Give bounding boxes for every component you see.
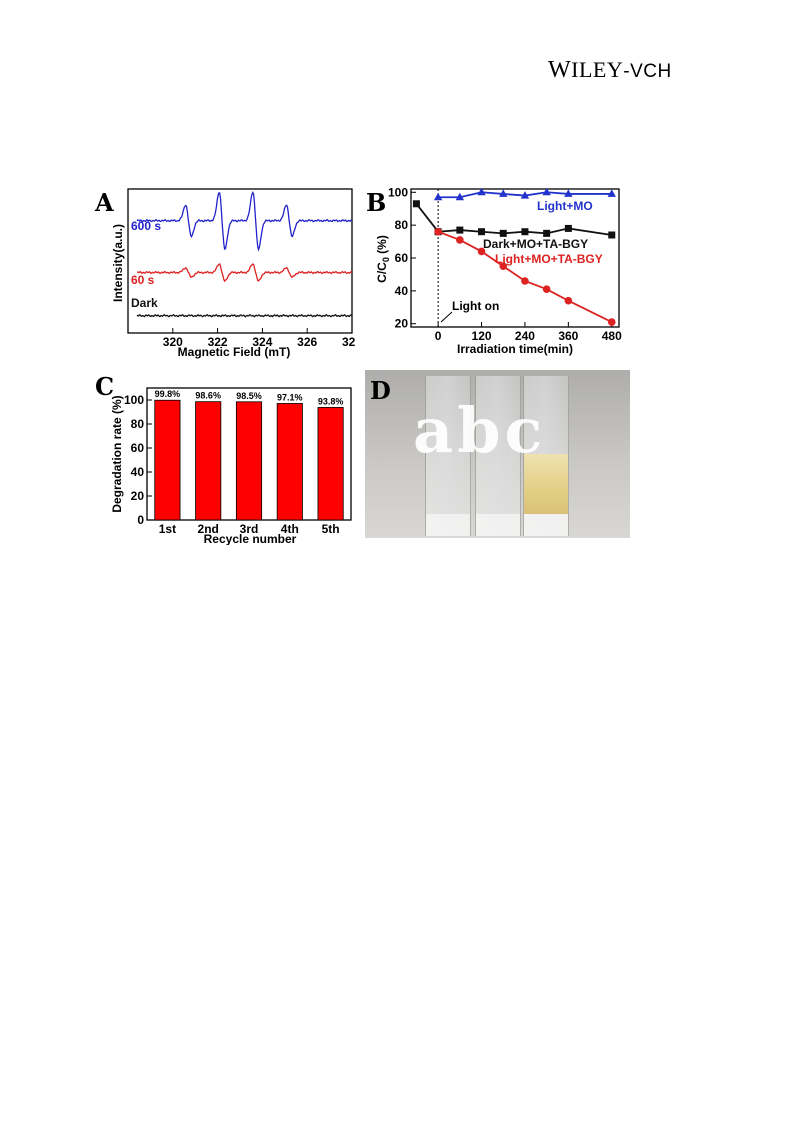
panel-c-ytick-label: 40 — [131, 465, 145, 479]
panel-a-ylabel: Intensity(a.u.) — [111, 224, 125, 302]
panel-c-ytick-label: 0 — [137, 513, 144, 527]
panel-c-xlabel: Recycle number — [204, 532, 297, 545]
panel-d-cuvette-photo: abc — [365, 370, 630, 538]
panel-c-label: C — [95, 372, 115, 401]
data-point-triangle — [499, 189, 508, 197]
logo-iley: ILEY — [571, 57, 624, 82]
bar-value-label: 97.1% — [277, 392, 303, 402]
logo-vch: -VCH — [623, 61, 672, 82]
data-point-circle — [607, 318, 616, 326]
panel-a-xtick-label: 324 — [252, 335, 272, 349]
bar-5th — [317, 407, 344, 521]
cuvette-b — [475, 376, 521, 536]
epr-trace-600s — [136, 190, 353, 252]
panel-a-xtick-label: 328 — [342, 335, 355, 349]
panel-b-xtick-label: 360 — [558, 329, 578, 343]
panel-b-ylabel: C/C0 (%) — [375, 235, 391, 283]
bar-category-label: 4th — [281, 522, 299, 536]
data-point-circle — [542, 285, 551, 294]
panel-b-label: B — [366, 188, 387, 217]
trace-label-600s: 600 s — [131, 219, 161, 233]
panel-c-ytick-label: 100 — [124, 393, 144, 407]
series-line-2 — [437, 230, 613, 323]
data-point-square — [564, 224, 572, 232]
bar-4th — [276, 403, 303, 521]
trace-label-dark: Dark — [131, 296, 158, 310]
data-point-circle — [499, 262, 508, 271]
bar-value-label: 99.8% — [155, 389, 181, 399]
data-point-square — [543, 229, 551, 237]
panel-b-ytick-label: 20 — [395, 317, 409, 331]
panel-b-ytick-label: 100 — [388, 185, 408, 199]
legend-light-mo-ta-bgy: Light+MO+TA-BGY — [495, 252, 603, 266]
cuvette-c — [523, 376, 569, 536]
data-point-square — [456, 226, 464, 234]
cuvette-a — [425, 376, 471, 536]
bar-category-label: 5th — [322, 522, 340, 536]
panel-a-xtick-label: 320 — [163, 335, 183, 349]
panel-c-ytick-label: 80 — [131, 417, 145, 431]
panel-d-label: D — [370, 376, 391, 405]
panel-b-ytick-label: 60 — [395, 251, 409, 265]
bar-3rd — [235, 401, 263, 521]
panel-b-ytick-label: 40 — [395, 284, 409, 298]
data-point-circle — [456, 236, 464, 244]
data-point-triangle — [607, 189, 616, 197]
panel-a-label: A — [95, 188, 114, 217]
bar-1st — [154, 399, 181, 521]
data-point-square — [499, 229, 507, 237]
bar-value-label: 98.5% — [236, 391, 262, 401]
panel-a-epr-chart: Intensity(a.u.) Magnetic Field (mT) 600 … — [111, 188, 355, 359]
panel-a-xtick-label: 326 — [297, 335, 317, 349]
data-point-circle — [477, 247, 486, 256]
series-line-0 — [438, 191, 612, 199]
logo-w: W — [548, 57, 572, 83]
light-on-annotation: Light on — [452, 299, 499, 313]
data-point-triangle — [477, 187, 486, 196]
wiley-vch-logo: WILEY-VCH — [548, 57, 672, 84]
panel-c-ytick-label: 20 — [131, 489, 145, 503]
data-point-triangle — [542, 187, 551, 196]
light-on-arrow — [440, 311, 453, 323]
data-point-square — [412, 200, 420, 208]
data-point-triangle — [520, 191, 530, 199]
data-point-triangle — [564, 189, 573, 197]
data-point-triangle — [433, 192, 443, 201]
data-point-circle — [434, 227, 442, 236]
data-point-triangle — [455, 192, 465, 201]
data-point-square — [608, 231, 616, 239]
panel-a-xlabel: Magnetic Field (mT) — [178, 345, 291, 359]
panel-c-ytick-label: 60 — [131, 441, 145, 455]
bar-2nd — [195, 401, 222, 521]
panel-b-xlabel: Irradiation time(min) — [457, 342, 573, 356]
bar-value-label: 93.8% — [318, 396, 344, 406]
legend-dark-mo-ta-bgy: Dark+MO+TA-BGY — [483, 237, 588, 251]
panel-b-xtick-label: 480 — [602, 329, 622, 343]
panel-b-xtick-label: 0 — [435, 329, 442, 343]
panel-b-degradation-chart: C/C0 (%) Irradiation time(min) 0 120 240 36… — [375, 185, 622, 356]
trace-label-60s: 60 s — [131, 273, 155, 287]
data-point-circle — [564, 296, 573, 305]
data-point-circle — [521, 277, 529, 285]
data-point-square — [478, 228, 486, 236]
data-point-square — [521, 228, 529, 236]
epr-trace-60s — [137, 263, 353, 283]
bar-category-label: 2nd — [198, 522, 219, 536]
legend-light-mo: Light+MO — [537, 199, 593, 213]
panel-b-xtick-label: 120 — [472, 329, 492, 343]
panel-c-ylabel: Degradation rate (%) — [110, 395, 124, 512]
panel-a-frame — [127, 188, 353, 334]
epr-trace-dark — [136, 313, 353, 318]
bar-value-label: 98.6% — [195, 391, 221, 401]
bar-category-label: 3rd — [240, 522, 259, 536]
panel-c-recycle-chart: Degradation rate (%) Recycle number 0 20 4… — [110, 387, 352, 545]
panel-a-xtick-label: 322 — [208, 335, 228, 349]
panel-b-xtick-label: 240 — [515, 329, 535, 343]
panel-b-ytick-label: 80 — [395, 218, 409, 232]
cuvette-letters: abc — [413, 394, 547, 467]
bar-category-label: 1st — [159, 522, 176, 536]
